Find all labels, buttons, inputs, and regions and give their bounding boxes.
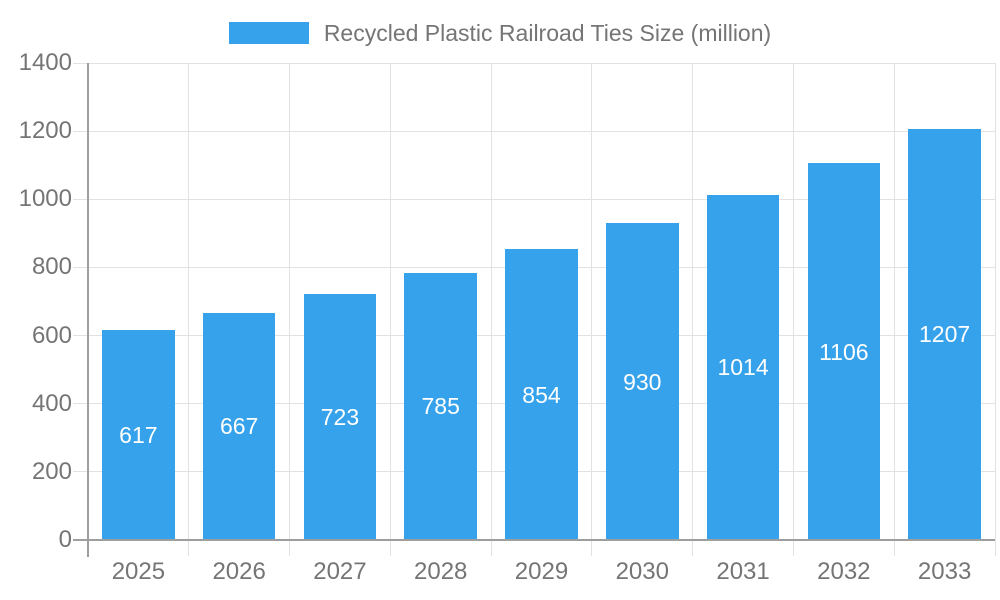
gridline-vertical [893, 63, 895, 556]
gridline-horizontal [73, 62, 995, 64]
plot-area: 617 667 723 785 854 930 1014 1106 1207 [73, 62, 996, 557]
bar-value-label: 1014 [717, 354, 769, 381]
x-tick-label: 2026 [212, 558, 266, 585]
y-axis-line [87, 63, 89, 557]
bar-2032[interactable]: 1106 [807, 163, 881, 540]
x-tick-label: 2033 [917, 558, 972, 585]
y-tick-label: 600 [31, 321, 72, 349]
bar-value-label: 1106 [819, 338, 869, 365]
y-tick-label: 0 [58, 526, 72, 553]
legend-label: Recycled Plastic Railroad Ties Size (mil… [323, 19, 772, 46]
y-tick-label: 200 [31, 457, 72, 485]
bar-2033[interactable]: 1207 [908, 128, 981, 540]
x-tick-label: 2028 [414, 558, 468, 585]
gridline-vertical [994, 63, 996, 556]
bar-value-label: 1207 [919, 321, 971, 348]
bar-2031[interactable]: 1014 [706, 194, 780, 540]
gridline-vertical [389, 63, 391, 556]
bar-2027[interactable]: 723 [303, 293, 377, 540]
legend-item[interactable]: Recycled Plastic Railroad Ties Size (mil… [0, 18, 1000, 48]
bar-value-label: 785 [421, 393, 460, 420]
y-axis-labels: 0 200 400 600 800 1000 1200 1400 [0, 49, 72, 553]
gridline-vertical [188, 63, 190, 556]
bar-2030[interactable]: 930 [605, 223, 679, 540]
bar-2026[interactable]: 667 [202, 312, 276, 540]
bar-2028[interactable]: 785 [404, 272, 477, 540]
gridline-vertical [792, 63, 794, 556]
legend-swatch [228, 22, 309, 44]
x-axis-line [73, 539, 995, 541]
x-tick-label: 2025 [111, 558, 166, 585]
gridline-vertical [289, 63, 291, 556]
bar-2029[interactable]: 854 [505, 249, 578, 540]
bar-value-label: 930 [623, 368, 662, 395]
y-tick-label: 400 [31, 389, 72, 417]
bar-2025[interactable]: 617 [102, 329, 175, 540]
x-tick-label: 2032 [817, 558, 871, 585]
y-tick-label: 1200 [18, 117, 72, 145]
bar-value-label: 617 [119, 421, 158, 448]
y-tick-label: 800 [31, 253, 72, 281]
x-axis-labels: 2025 2026 2027 2028 2029 2030 2031 2032 2033 [88, 556, 995, 588]
x-tick-label: 2029 [514, 558, 569, 585]
gridline-vertical [591, 63, 593, 556]
y-tick-label: 1400 [18, 49, 72, 76]
bar-value-label: 723 [320, 403, 360, 430]
bar-value-label: 667 [219, 413, 259, 440]
bar-value-label: 854 [522, 381, 561, 408]
x-tick-label: 2027 [313, 558, 367, 585]
x-tick-label: 2031 [716, 558, 770, 585]
gridline-horizontal [73, 198, 995, 200]
gridline-vertical [490, 63, 492, 556]
gridline-vertical [692, 63, 694, 556]
y-tick-label: 1000 [18, 185, 72, 213]
x-tick-label: 2030 [615, 558, 669, 585]
gridline-horizontal [73, 130, 995, 132]
